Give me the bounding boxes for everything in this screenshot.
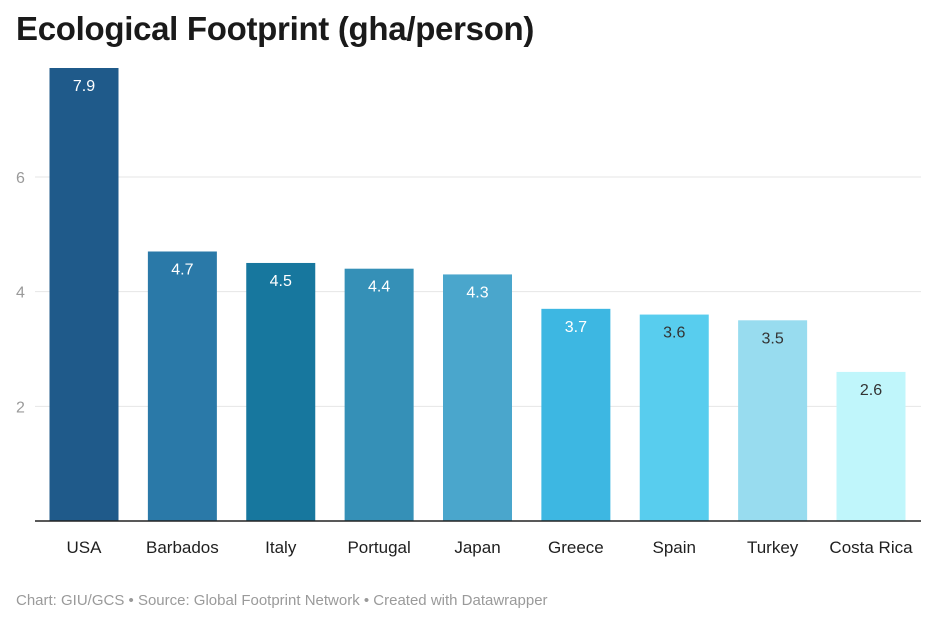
y-tick-label: 6 — [16, 170, 25, 187]
x-category-label: Greece — [548, 538, 604, 557]
bar — [541, 308, 611, 521]
bar-value-label: 4.5 — [270, 273, 292, 290]
bar-value-label: 2.6 — [860, 382, 882, 399]
bar-value-label: 7.9 — [73, 78, 95, 95]
bar-value-label: 3.7 — [565, 319, 587, 336]
chart-title: Ecological Footprint (gha/person) — [16, 10, 535, 47]
x-category-label: Spain — [653, 538, 696, 557]
x-category-label: Portugal — [347, 538, 410, 557]
y-axis-ticks: 2 4 6 — [16, 170, 25, 416]
bar — [147, 251, 217, 522]
category-labels: USA Barbados Italy Portugal Japan Greece Spain… — [67, 538, 914, 557]
y-tick-label: 4 — [16, 285, 25, 302]
bar — [443, 274, 512, 521]
bar — [836, 371, 906, 521]
bar — [639, 314, 709, 521]
bar-value-label: 4.3 — [466, 284, 488, 301]
x-category-label: Turkey — [747, 538, 799, 557]
bar-value-label: 3.5 — [762, 330, 784, 347]
x-category-label: Japan — [454, 538, 500, 557]
x-category-label: USA — [67, 538, 103, 557]
x-category-label: Costa Rica — [829, 538, 913, 557]
y-tick-label: 2 — [16, 399, 25, 416]
bars — [49, 68, 906, 522]
bar-value-label: 4.4 — [368, 279, 390, 296]
bar-value-label: 3.6 — [663, 325, 685, 342]
chart-footer: Chart: GIU/GCS • Source: Global Footprin… — [16, 592, 548, 609]
bar-value-label: 4.7 — [171, 261, 193, 278]
x-category-label: Barbados — [146, 538, 219, 557]
bar — [344, 268, 414, 521]
value-labels: 7.9 4.7 4.5 4.4 4.3 3.7 3.6 3.5 2.6 — [73, 78, 882, 399]
x-category-label: Italy — [265, 538, 297, 557]
bar — [246, 262, 316, 521]
bar — [738, 320, 808, 521]
bar — [49, 68, 119, 521]
